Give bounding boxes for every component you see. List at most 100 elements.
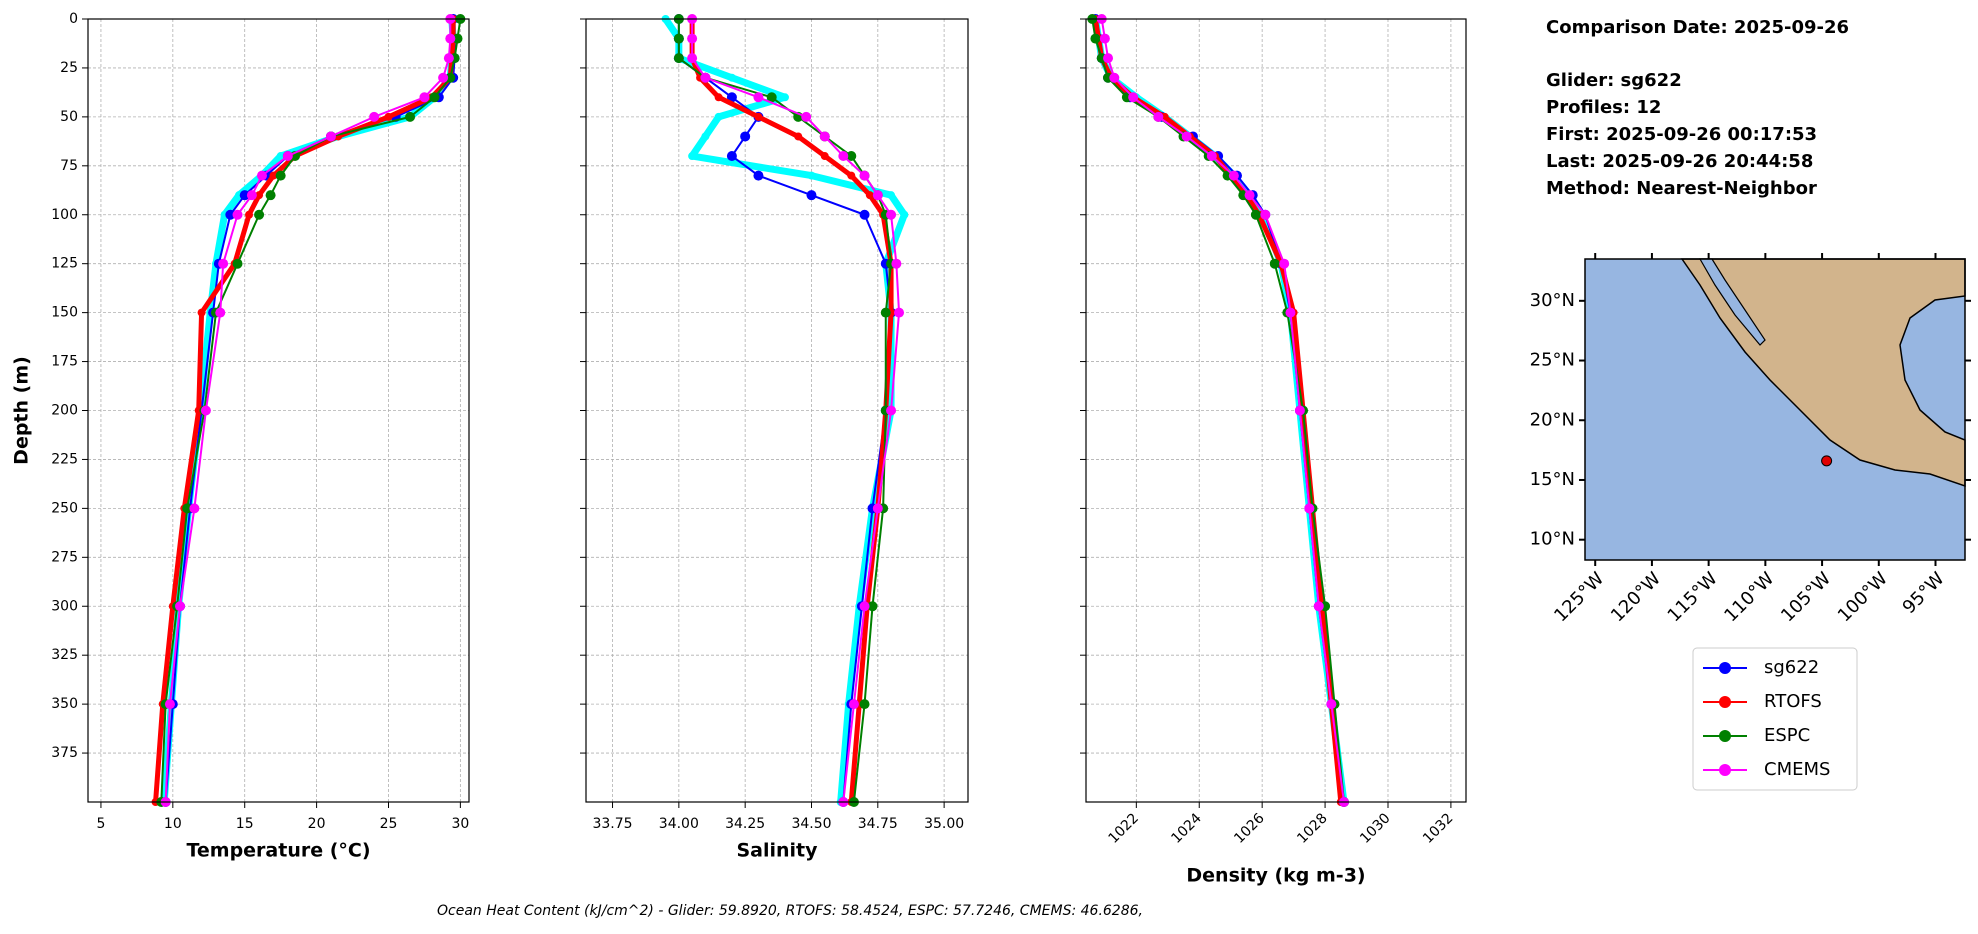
y-tick-label: 375 — [51, 745, 78, 761]
profile-marker — [688, 152, 697, 161]
profile-marker — [886, 209, 897, 220]
profile-marker — [894, 307, 905, 318]
map-lat-label: 15°N — [1530, 469, 1575, 490]
x-tick-label: 5 — [96, 816, 105, 832]
profile-marker — [859, 170, 870, 181]
profile-marker — [859, 601, 870, 612]
map-lat-label: 25°N — [1530, 350, 1575, 371]
profile-marker — [801, 111, 812, 122]
profile-marker — [164, 699, 175, 710]
glider-location — [1821, 455, 1833, 467]
map-lat-label: 20°N — [1530, 409, 1575, 430]
y-tick-label: 25 — [60, 60, 78, 76]
profile-marker — [1304, 503, 1315, 514]
axes-frame — [87, 18, 470, 803]
profile-marker — [1099, 33, 1110, 44]
x-tick-label: 34.25 — [725, 816, 765, 832]
x-tick-label: 10 — [164, 816, 182, 832]
profile-marker — [218, 258, 229, 269]
profile-marker — [275, 170, 286, 181]
x-tick-label: 34.50 — [791, 816, 831, 832]
profile-marker — [175, 601, 186, 612]
profile-marker — [1228, 170, 1239, 181]
profile-marker — [872, 190, 883, 201]
y-tick-label: 300 — [51, 598, 78, 614]
profile-marker — [846, 151, 857, 162]
profile-marker — [701, 132, 710, 141]
profile-marker — [726, 92, 737, 103]
y-axis-label: Depth (m) — [11, 356, 33, 465]
profile-marker — [245, 210, 254, 219]
profile-marker — [891, 258, 902, 269]
profile-marker — [282, 151, 293, 162]
profile-marker — [1250, 209, 1261, 220]
profile-marker — [438, 72, 449, 83]
profile-marker — [794, 132, 803, 141]
profile-marker — [215, 307, 226, 318]
profile-marker — [806, 190, 817, 201]
x-tick-label: 15 — [236, 816, 254, 832]
x-tick-label: 34.00 — [659, 816, 699, 832]
legend-marker — [1719, 764, 1731, 776]
profile-marker — [819, 131, 830, 142]
profile-marker — [820, 152, 829, 161]
legend-marker — [1719, 730, 1731, 742]
profile-marker — [1244, 190, 1255, 201]
profile-marker — [452, 33, 463, 44]
legend-marker — [1719, 696, 1731, 708]
info-line: Profiles: 12 — [1546, 97, 1661, 118]
info-line: First: 2025-09-26 00:17:53 — [1546, 124, 1817, 145]
y-tick-label: 125 — [51, 256, 78, 272]
x-tick-label: 35.00 — [924, 816, 964, 832]
profile-marker — [419, 92, 430, 103]
legend: sg622 RTOFS ESPC CMEMS — [1692, 647, 1858, 791]
profile-marker — [886, 405, 897, 416]
profile-marker — [727, 73, 736, 82]
y-tick-label: 275 — [51, 549, 78, 565]
profile-marker — [225, 209, 236, 220]
y-tick-label: 75 — [60, 158, 78, 174]
profile-marker — [1285, 307, 1296, 318]
profile-marker — [239, 190, 250, 201]
map-lat-label: 30°N — [1530, 290, 1575, 311]
profile-marker — [859, 209, 870, 220]
x-axis-label: Temperature (°C) — [186, 840, 370, 862]
legend-box — [1692, 647, 1858, 791]
profile-marker — [872, 503, 883, 514]
profile-marker — [848, 699, 859, 710]
profile-marker — [246, 190, 257, 201]
profile-marker — [1269, 258, 1280, 269]
profile-marker — [859, 699, 870, 710]
legend-label: CMEMS — [1764, 759, 1830, 780]
profile-marker — [197, 308, 206, 317]
profile-marker — [445, 33, 456, 44]
profile-marker — [1090, 33, 1101, 44]
profile-marker — [754, 112, 763, 121]
x-tick-label: 33.75 — [592, 816, 632, 832]
profile-marker — [673, 53, 684, 64]
axes-frame — [585, 18, 969, 803]
profile-marker — [807, 171, 816, 180]
info-line: Method: Nearest-Neighbor — [1546, 178, 1817, 199]
x-tick-label: 20 — [308, 816, 326, 832]
map-frame — [1584, 258, 1966, 561]
legend-label: ESPC — [1764, 725, 1810, 746]
profile-marker — [269, 171, 278, 180]
legend-marker — [1719, 662, 1731, 674]
legend-label: RTOFS — [1764, 691, 1822, 712]
profile-marker — [753, 170, 764, 181]
profile-marker — [429, 92, 440, 103]
profile-marker — [867, 601, 878, 612]
profile-marker — [265, 190, 276, 201]
info-line: Last: 2025-09-26 20:44:58 — [1546, 151, 1813, 172]
profile-marker — [726, 151, 737, 162]
profile-marker — [880, 307, 891, 318]
profile-marker — [189, 503, 200, 514]
footer: Ocean Heat Content (kJ/cm^2) - Glider: 5… — [437, 903, 1143, 919]
profile-marker — [687, 53, 698, 64]
y-tick-label: 175 — [51, 354, 78, 370]
profile-marker — [714, 93, 723, 102]
profile-marker — [405, 111, 416, 122]
profile-marker — [700, 72, 711, 83]
